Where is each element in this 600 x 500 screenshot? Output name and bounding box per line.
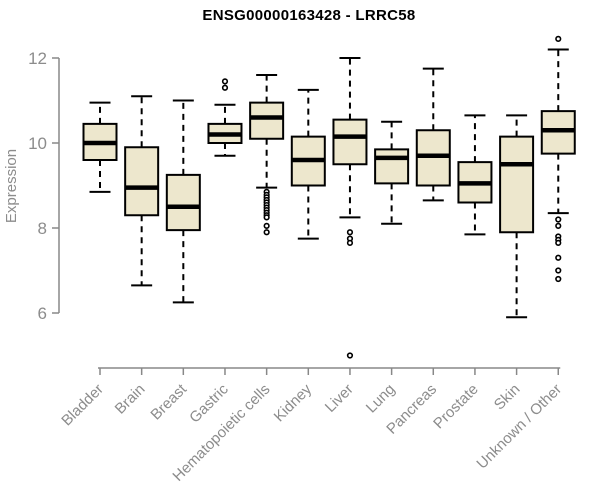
y-tick-label: 12 (28, 49, 47, 68)
x-category-label-brain: Brain (112, 381, 149, 418)
x-category-label-liver: Liver (322, 381, 357, 416)
outlier-point (555, 222, 562, 229)
box-lung (374, 120, 410, 225)
box-gastric (207, 78, 243, 157)
iqr-box (332, 118, 368, 166)
y-tick-label: 10 (28, 134, 47, 153)
x-category-label-lung: Lung (363, 381, 399, 417)
box-pancreas (415, 67, 451, 202)
box-breast (165, 99, 201, 304)
chart-title: ENSG00000163428 - LRRC58 (202, 7, 416, 24)
iqr-box (165, 173, 201, 232)
x-category-label-bladder: Bladder (58, 381, 107, 430)
outlier-point (555, 275, 562, 283)
outlier-point (346, 239, 354, 246)
y-axis-title: Expression (3, 149, 20, 223)
outlier-point (221, 78, 229, 85)
outlier-point (346, 352, 354, 359)
outlier-point (555, 254, 562, 261)
outlier-point (263, 229, 270, 236)
outlier-point (555, 216, 562, 223)
outlier-point (346, 229, 354, 236)
iqr-box (124, 146, 160, 217)
outlier-point (221, 84, 229, 91)
iqr-box (374, 148, 410, 185)
box-kidney (290, 88, 326, 240)
box-liver (332, 57, 368, 359)
outlier-point (263, 222, 270, 229)
box-unknown-other (540, 35, 576, 283)
y-tick-label: 8 (38, 219, 47, 238)
iqr-box (499, 135, 535, 234)
x-category-label-breast: Breast (147, 380, 190, 423)
iqr-box (249, 101, 285, 140)
outlier-point (263, 214, 270, 221)
y-axis: 6 8 10 12 Expression (3, 49, 60, 323)
x-category-label-kidney: Kidney (271, 380, 316, 425)
outlier-point (555, 35, 562, 42)
outlier-point (555, 239, 562, 246)
x-category-label-prostate: Prostate (430, 381, 482, 433)
box-bladder (82, 101, 118, 193)
box-brain (124, 95, 160, 287)
x-category-label-skin: Skin (491, 381, 524, 414)
box-hematopoietic-cells (249, 74, 285, 236)
box-skin (499, 114, 535, 319)
y-tick-label: 6 (38, 304, 47, 323)
outlier-point (555, 267, 562, 274)
box-prostate (457, 114, 493, 236)
